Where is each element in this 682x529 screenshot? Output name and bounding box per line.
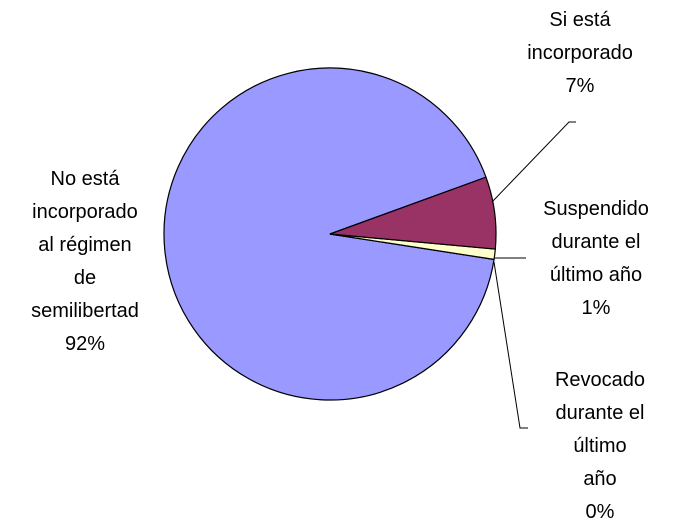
leader-line [491, 121, 576, 203]
slice-label: Si está incorporado 7% [527, 4, 633, 103]
slice-label: Suspendido durante el último año 1% [543, 193, 649, 325]
value-label: 0% [585, 501, 615, 523]
pie-slice [163, 67, 495, 401]
category-name: Suspendido durante el último año [543, 198, 649, 286]
leader-lines [491, 121, 576, 429]
pie-slice [329, 176, 497, 250]
category-name: Revocado durante el último año [554, 369, 646, 490]
chart [163, 67, 576, 429]
page: {"chart_data": {"type": "pie", "categori… [31, 4, 649, 523]
slice-label: Revocado durante el último año 0% [555, 364, 645, 529]
value-label: 1% [581, 297, 611, 319]
value-label: 92% [64, 333, 106, 355]
slice-label: No está incorporado al régimen de semili… [31, 163, 139, 361]
value-label: 7% [565, 75, 595, 97]
category-name: Si está incorporado [527, 9, 633, 64]
category-name: No está incorporado al régimen de semili… [31, 168, 139, 322]
leader-line [493, 261, 528, 429]
